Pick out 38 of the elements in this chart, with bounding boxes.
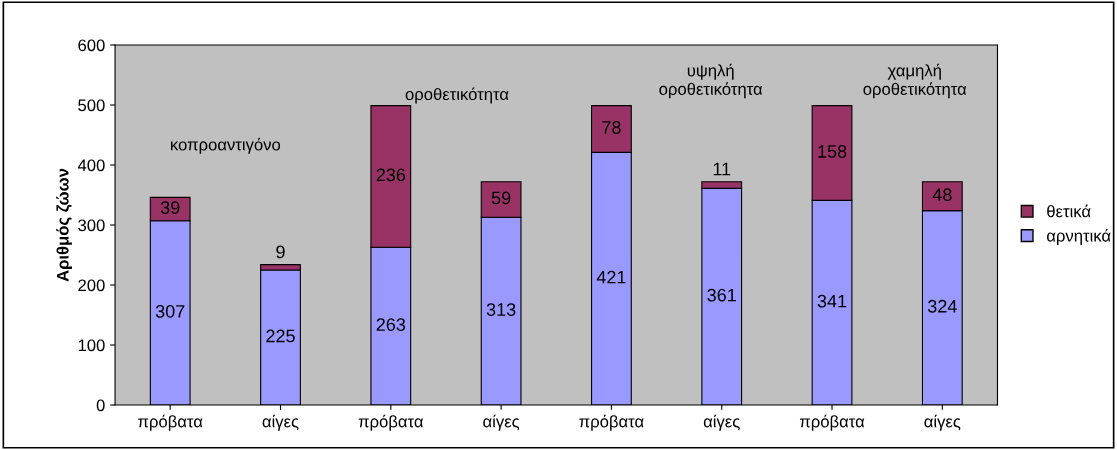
data-label: 324 [927, 299, 957, 313]
data-label: 158 [818, 145, 847, 158]
data-label: 78 [602, 121, 621, 134]
legend-label: θετικά [1047, 204, 1091, 218]
data-label: 361 [707, 288, 736, 302]
x-tick-label: πρόβατα [579, 414, 644, 431]
data-label: 307 [155, 304, 185, 318]
data-label: 59 [491, 191, 511, 205]
x-tick-label: πρόβατα [358, 414, 424, 431]
legend-label: αρνητικά [1047, 228, 1111, 245]
x-tick-label: πρόβατα [799, 414, 865, 431]
y-tick-label: 100 [78, 339, 105, 352]
data-label: 11 [713, 162, 731, 176]
y-tick-label: 0 [96, 399, 105, 412]
annotation: υψηλή οροθετικότητα [659, 63, 763, 99]
annotation: χαμηλή οροθετικότητα [863, 63, 967, 99]
y-tick-label: 400 [77, 159, 105, 172]
y-axis-title: Αριθμός ζώων [56, 168, 72, 282]
data-label: 48 [932, 188, 952, 202]
y-tick-label: 500 [78, 99, 105, 112]
data-label: 236 [376, 168, 406, 182]
data-label: 263 [376, 318, 406, 331]
y-tick-label: 600 [78, 39, 105, 52]
data-label: 341 [817, 294, 847, 308]
y-tick-label: 300 [78, 219, 105, 232]
x-tick-label: αίγες [483, 414, 520, 431]
annotation: κοπροαντιγόνο [171, 137, 281, 154]
x-tick-label: πρόβατα [138, 414, 203, 431]
x-tick-label: αίγες [703, 414, 740, 431]
x-tick-label: αίγες [924, 414, 961, 431]
x-tick-label: αίγες [262, 414, 299, 431]
data-label: 9 [276, 245, 285, 259]
annotation: οροθετικότητα [405, 87, 509, 104]
data-label: 39 [160, 201, 180, 214]
data-label: 421 [596, 270, 626, 284]
data-label: 313 [486, 303, 516, 316]
data-label: 225 [266, 329, 295, 343]
y-tick-label: 200 [78, 279, 105, 292]
